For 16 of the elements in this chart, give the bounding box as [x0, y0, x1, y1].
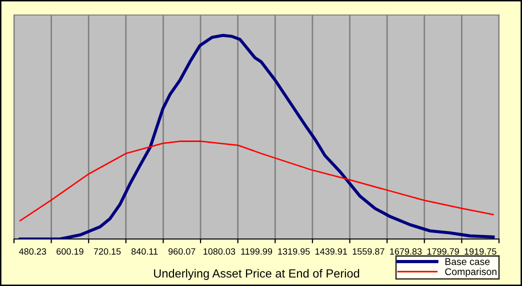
- x-tick-label: 1559.87: [352, 248, 384, 255]
- x-tick-label: 600.19: [56, 248, 84, 255]
- x-tick-label: 720.15: [94, 248, 121, 255]
- x-tick-label: 1439.91: [315, 248, 347, 255]
- x-tick-label: 1199.99: [241, 248, 272, 255]
- x-tick-label: 1799.79: [427, 248, 459, 255]
- x-tick-label: 1919.75: [464, 248, 496, 255]
- x-tick-label: 840.11: [131, 248, 158, 255]
- legend-label: Base case: [445, 258, 490, 266]
- x-tick-label: 480.23: [19, 248, 46, 255]
- x-tick-label: 1319.95: [278, 248, 310, 255]
- x-tick-label: 1080.03: [204, 248, 236, 255]
- x-axis-title: Underlying Asset Price at End of Period: [154, 268, 360, 280]
- x-tick-label: 1679.83: [390, 248, 422, 255]
- legend-label: Comparison: [445, 268, 496, 278]
- x-tick-label: 960.07: [168, 248, 196, 255]
